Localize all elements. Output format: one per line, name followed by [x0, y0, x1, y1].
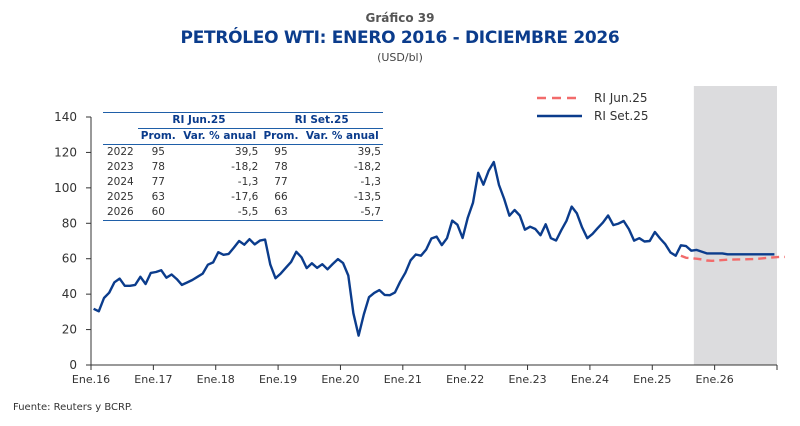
- col-prom-jun: Prom.: [137, 128, 179, 145]
- group-header-jun: RI Jun.25: [137, 112, 261, 129]
- x-tick-label: Ene.21: [384, 373, 422, 386]
- cell-set-prom: 66: [274, 191, 288, 203]
- y-tick-label: 140: [54, 110, 77, 124]
- table-row: 2024 77 -1,3 77 -1,3: [103, 175, 383, 190]
- cell-jun-var: -5,5: [178, 205, 261, 221]
- legend: RI Jun.25 RI Set.25: [537, 91, 648, 123]
- row-year: 2025: [107, 191, 134, 203]
- chart-title: PETRÓLEO WTI: ENERO 2016 - DICIEMBRE 202…: [180, 28, 620, 48]
- forecast-shade: [693, 86, 777, 365]
- chart-number: Gráfico 39: [365, 11, 435, 25]
- x-tick-label: Ene.25: [633, 373, 671, 386]
- cell-set-var: -1,3: [360, 176, 382, 188]
- cell-set-prom: 77: [274, 176, 288, 188]
- x-axis: Ene.16 Ene.17 Ene.18 Ene.19 Ene.20 Ene.21 Ene.…: [72, 364, 778, 386]
- cell-set-prom: 63: [260, 205, 302, 221]
- cell-jun-var: -1,3: [237, 176, 259, 188]
- series-group: [93, 160, 785, 337]
- x-tick-label: Ene.18: [197, 373, 235, 386]
- series-line-ri-set25: [93, 160, 775, 337]
- cell-set-var: -5,7: [301, 205, 383, 221]
- row-year: 2022: [103, 144, 138, 160]
- x-tick-label: Ene.17: [134, 373, 172, 386]
- chart-unit: (USD/bl): [377, 51, 423, 64]
- col-prom-set: Prom.: [260, 128, 302, 145]
- y-tick-label: 100: [54, 181, 77, 195]
- cell-jun-prom: 60: [137, 205, 179, 221]
- x-tick-label: Ene.23: [508, 373, 546, 386]
- y-tick-label: 120: [54, 145, 77, 159]
- cell-jun-var: -18,2: [231, 161, 259, 173]
- cell-jun-prom: 78: [151, 161, 165, 173]
- x-tick-label: Ene.24: [571, 373, 609, 386]
- cell-set-var: 39,5: [301, 144, 383, 160]
- row-year: 2023: [107, 161, 134, 173]
- cell-jun-var: 39,5: [178, 144, 261, 160]
- y-axis: 0 20 40 60 80 100 120 140: [54, 110, 92, 372]
- cell-set-prom: 95: [260, 144, 302, 160]
- table-column-header: Prom. Var. % anual Prom. Var. % anual: [103, 128, 383, 145]
- table-row: 2023 78 -18,2 78 -18,2: [103, 160, 383, 175]
- col-var-jun: Var. % anual: [178, 128, 261, 145]
- group-header-set: RI Set.25: [260, 112, 383, 129]
- legend-label-jun: RI Jun.25: [594, 91, 648, 105]
- y-tick-label: 0: [69, 358, 77, 372]
- y-tick-label: 80: [62, 216, 77, 230]
- x-tick-label: Ene.19: [259, 373, 297, 386]
- table-row: 2026 60 -5,5 63 -5,7: [103, 205, 383, 221]
- y-tick-label: 40: [62, 287, 77, 301]
- row-year: 2026: [103, 205, 138, 221]
- col-var-set: Var. % anual: [301, 128, 383, 145]
- legend-label-set: RI Set.25: [594, 109, 648, 123]
- y-tick-label: 60: [62, 252, 77, 266]
- forecast-table: RI Jun.25 RI Set.25 Prom. Var. % anual P…: [103, 112, 383, 221]
- cell-jun-prom: 63: [151, 191, 165, 203]
- cell-set-var: -18,2: [353, 161, 381, 173]
- table-group-header: RI Jun.25 RI Set.25: [103, 112, 383, 129]
- row-year: 2024: [107, 176, 134, 188]
- cell-set-var: -13,5: [353, 191, 381, 203]
- cell-jun-prom: 77: [151, 176, 165, 188]
- cell-jun-var: -17,6: [231, 191, 259, 203]
- table-row: 2022 95 39,5 95 39,5: [103, 144, 383, 160]
- x-tick-label: Ene.20: [321, 373, 359, 386]
- source-note: Fuente: Reuters y BCRP.: [13, 402, 133, 413]
- y-tick-label: 20: [62, 323, 77, 337]
- series-line-ri-jun25: [680, 254, 785, 262]
- table-row: 2025 63 -17,6 66 -13,5: [103, 190, 383, 205]
- cell-set-prom: 78: [274, 161, 288, 173]
- x-tick-label: Ene.16: [72, 373, 110, 386]
- x-tick-label: Ene.26: [696, 373, 734, 386]
- cell-jun-prom: 95: [137, 144, 179, 160]
- x-tick-label: Ene.22: [446, 373, 484, 386]
